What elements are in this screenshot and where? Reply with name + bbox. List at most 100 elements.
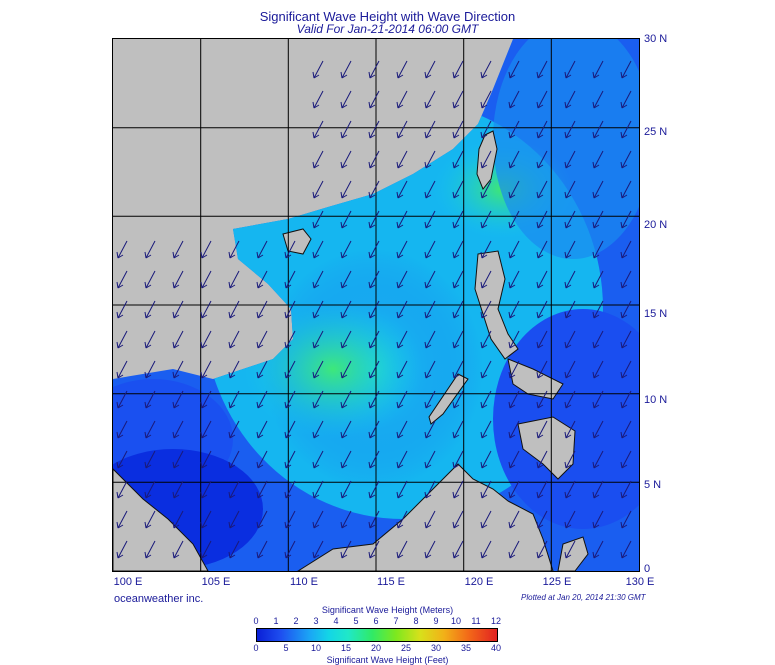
wave-arrow xyxy=(452,540,464,559)
wave-arrow xyxy=(116,510,128,529)
wave-arrow xyxy=(564,270,576,289)
wave-arrow xyxy=(452,330,464,349)
wave-arrow xyxy=(340,480,352,499)
wave-arrow xyxy=(620,480,632,499)
wave-arrow xyxy=(172,510,184,529)
wave-arrow xyxy=(480,450,492,469)
wave-arrow xyxy=(312,330,324,349)
wave-arrow xyxy=(284,360,296,379)
wave-arrow xyxy=(480,360,492,379)
wave-arrow xyxy=(200,510,212,529)
wave-arrow xyxy=(592,330,604,349)
wave-arrow xyxy=(396,240,408,259)
wave-arrow xyxy=(508,60,520,79)
colorbar-meters-tick: 10 xyxy=(450,616,462,626)
wave-arrow xyxy=(116,420,128,439)
wave-arrow xyxy=(452,90,464,109)
wave-arrow xyxy=(368,240,380,259)
wave-arrow xyxy=(396,60,408,79)
lat-label: 25 N xyxy=(644,126,668,138)
wave-arrow xyxy=(424,300,436,319)
wave-arrow xyxy=(228,480,240,499)
wave-direction-arrows xyxy=(116,60,632,559)
wave-arrow xyxy=(508,270,520,289)
wave-arrow xyxy=(564,210,576,229)
wave-arrow xyxy=(368,150,380,169)
wave-arrow xyxy=(312,210,324,229)
wave-arrow xyxy=(424,420,436,439)
wave-arrow xyxy=(312,360,324,379)
wave-arrow xyxy=(284,240,296,259)
wave-arrow xyxy=(424,450,436,469)
wave-arrow xyxy=(424,270,436,289)
wave-arrow xyxy=(620,390,632,409)
wave-arrow xyxy=(508,150,520,169)
wave-arrow xyxy=(116,540,128,559)
wave-arrow xyxy=(480,240,492,259)
wave-arrow xyxy=(116,450,128,469)
wave-arrow xyxy=(592,120,604,139)
wave-arrow xyxy=(564,540,576,559)
wave-arrow xyxy=(340,120,352,139)
colorbar-meters-tick: 9 xyxy=(433,616,439,626)
wave-arrow xyxy=(256,450,268,469)
wave-arrow xyxy=(116,360,128,379)
wave-arrow xyxy=(564,480,576,499)
colorbar-meters-tick: 6 xyxy=(373,616,379,626)
wave-arrow xyxy=(508,390,520,409)
wave-arrow xyxy=(564,390,576,409)
wave-arrow xyxy=(620,420,632,439)
wave-arrow xyxy=(508,180,520,199)
wave-arrow xyxy=(200,480,212,499)
wave-arrow xyxy=(200,240,212,259)
wave-arrow xyxy=(368,330,380,349)
wave-arrow xyxy=(340,240,352,259)
wave-arrow xyxy=(396,480,408,499)
wave-arrow xyxy=(172,480,184,499)
wave-arrow xyxy=(116,240,128,259)
wave-arrow xyxy=(536,120,548,139)
wave-arrow xyxy=(424,360,436,379)
wave-arrow xyxy=(508,450,520,469)
wave-arrow xyxy=(620,300,632,319)
wave-arrow xyxy=(452,420,464,439)
wave-arrow xyxy=(340,60,352,79)
wave-arrow xyxy=(340,150,352,169)
colorbar-feet-tick: 10 xyxy=(310,643,322,653)
wave-arrow xyxy=(396,210,408,229)
wave-arrow xyxy=(200,540,212,559)
colorbar-meters-tick: 8 xyxy=(413,616,419,626)
land-palawan xyxy=(428,373,469,425)
colorbar-meters-tick: 3 xyxy=(313,616,319,626)
wave-arrow xyxy=(508,360,520,379)
wave-arrow xyxy=(424,60,436,79)
wave-arrow xyxy=(340,360,352,379)
wave-arrow xyxy=(480,210,492,229)
wave-arrow xyxy=(256,540,268,559)
wave-arrow xyxy=(480,60,492,79)
wave-arrow xyxy=(536,540,548,559)
wave-arrow xyxy=(284,540,296,559)
lon-label: 125 E xyxy=(542,576,572,588)
wave-arrow xyxy=(620,540,632,559)
wave-arrow xyxy=(368,420,380,439)
wave-arrow xyxy=(340,510,352,529)
wave-arrow xyxy=(312,540,324,559)
wave-arrow xyxy=(284,480,296,499)
wave-arrow xyxy=(312,450,324,469)
colorbar-meters-tick: 1 xyxy=(273,616,279,626)
wave-arrow xyxy=(564,180,576,199)
wave-arrow xyxy=(480,480,492,499)
lon-label: 110 E xyxy=(290,576,318,588)
wave-arrow xyxy=(396,270,408,289)
wave-arrow xyxy=(144,480,156,499)
wave-arrow xyxy=(368,540,380,559)
wave-arrow xyxy=(564,360,576,379)
wave-arrow xyxy=(480,120,492,139)
wave-arrow xyxy=(592,450,604,469)
wave-arrow xyxy=(536,300,548,319)
wave-arrow xyxy=(592,270,604,289)
wave-arrow xyxy=(340,390,352,409)
wave-arrow xyxy=(340,330,352,349)
wave-arrow xyxy=(368,120,380,139)
